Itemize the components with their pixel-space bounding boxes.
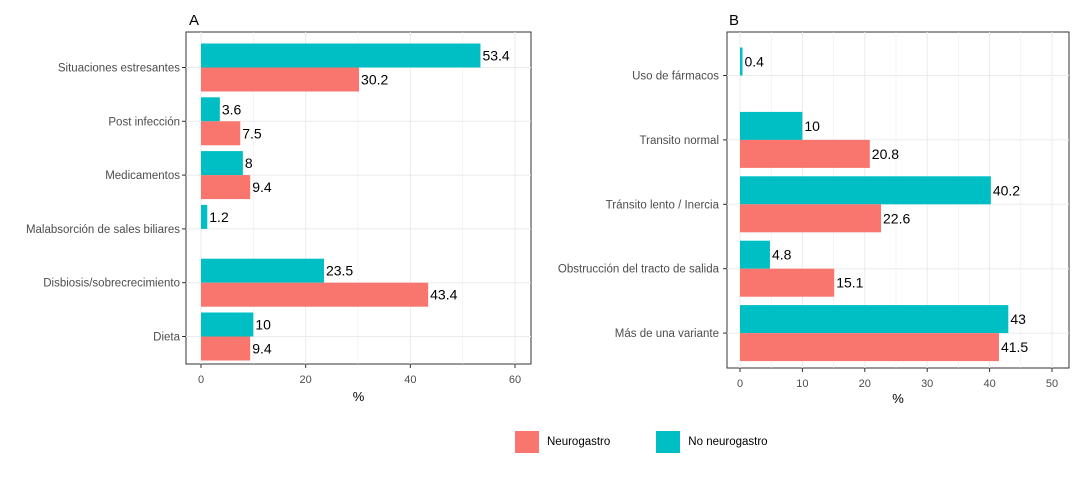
panel-b: 0.4 Uso de fármacos 10 20.8 Transito normal 4… bbox=[558, 12, 1070, 406]
category-label-transito-lento-inercia: Tránsito lento / Inercia bbox=[606, 199, 720, 211]
legend: Neurogastro No neurogastro bbox=[515, 431, 814, 453]
bar-neurogastro-mas-de-una-variante bbox=[740, 333, 999, 362]
category-label-transito-normal: Transito normal bbox=[640, 135, 719, 147]
data-label-neurogastro-transito-normal: 20.8 bbox=[872, 146, 899, 162]
x-tick-label: 40 bbox=[983, 378, 995, 390]
bar-no-neurogastro-situaciones-estresantes bbox=[201, 43, 481, 68]
panel-a: 53.4 30.2 Situaciones estresantes 3.67.5 Pos… bbox=[26, 12, 532, 404]
category-label-disbiosis-sobrecrecimiento: Disbiosis/sobrecrecimiento bbox=[43, 278, 180, 290]
x-tick-label: 20 bbox=[300, 374, 312, 386]
bar-neurogastro-transito-lento-inercia bbox=[740, 204, 882, 233]
bar-neurogastro-post-infeccion bbox=[201, 121, 241, 146]
category-label-situaciones-estresantes: Situaciones estresantes bbox=[58, 63, 180, 75]
category-label-post-infeccion: Post infección bbox=[108, 116, 180, 128]
bar-no-neurogastro-malabsorcion-de-sales-biliares bbox=[201, 204, 208, 229]
bar-no-neurogastro-uso-de-farmacos bbox=[740, 47, 743, 76]
data-label-no-neurogastro-malabsorcion-de-sales-biliares: 1.2 bbox=[209, 209, 229, 225]
x-axis-title: % bbox=[353, 389, 365, 404]
category-label-mas-de-una-variante: Más de una variante bbox=[615, 328, 719, 340]
legend-label-no-neurogastro: No neurogastro bbox=[688, 436, 768, 448]
x-tick-label: 30 bbox=[921, 378, 933, 390]
data-label-no-neurogastro-situaciones-estresantes: 53.4 bbox=[482, 48, 509, 64]
bar-no-neurogastro-transito-lento-inercia bbox=[740, 176, 991, 205]
data-label-neurogastro-dieta: 9.4 bbox=[252, 341, 272, 357]
legend-key-neurogastro bbox=[515, 431, 539, 453]
bar-neurogastro-transito-normal bbox=[740, 139, 870, 168]
data-label-neurogastro-transito-lento-inercia: 22.6 bbox=[883, 210, 910, 226]
bar-no-neurogastro-transito-normal bbox=[740, 111, 803, 140]
x-tick-label: 50 bbox=[1046, 378, 1058, 390]
x-tick-label: 60 bbox=[509, 374, 521, 386]
category-label-malabsorcion-de-sales-biliares: Malabsorción de sales biliares bbox=[26, 224, 180, 236]
bar-neurogastro-obstruccion-del-tracto-de-salida bbox=[740, 268, 835, 297]
x-tick-label: 0 bbox=[198, 374, 204, 386]
legend-item-no-neurogastro: No neurogastro bbox=[656, 431, 768, 453]
data-label-no-neurogastro-disbiosis-sobrecrecimiento: 23.5 bbox=[326, 263, 353, 279]
data-label-neurogastro-mas-de-una-variante: 41.5 bbox=[1001, 339, 1028, 355]
bar-no-neurogastro-mas-de-una-variante bbox=[740, 305, 1009, 334]
x-tick-label: 0 bbox=[737, 378, 743, 390]
legend-label-neurogastro: Neurogastro bbox=[547, 436, 611, 448]
data-label-no-neurogastro-mas-de-una-variante: 43 bbox=[1010, 311, 1026, 327]
data-label-no-neurogastro-dieta: 10 bbox=[255, 317, 271, 333]
bar-neurogastro-situaciones-estresantes bbox=[201, 67, 360, 92]
panel-letter-b: B bbox=[729, 12, 739, 29]
bar-no-neurogastro-medicamentos bbox=[201, 151, 243, 176]
data-label-neurogastro-post-infeccion: 7.5 bbox=[242, 125, 262, 141]
data-label-no-neurogastro-transito-normal: 10 bbox=[804, 118, 820, 134]
x-tick-label: 20 bbox=[859, 378, 871, 390]
data-label-no-neurogastro-uso-de-farmacos: 0.4 bbox=[744, 54, 764, 70]
data-label-neurogastro-obstruccion-del-tracto-de-salida: 15.1 bbox=[836, 275, 863, 291]
bar-neurogastro-disbiosis-sobrecrecimiento bbox=[201, 282, 429, 307]
legend-key-no-neurogastro bbox=[656, 431, 681, 453]
x-axis-title: % bbox=[892, 391, 904, 406]
category-label-uso-de-farmacos: Uso de fármacos bbox=[632, 71, 719, 83]
data-label-no-neurogastro-transito-lento-inercia: 40.2 bbox=[993, 182, 1020, 198]
data-label-no-neurogastro-obstruccion-del-tracto-de-salida: 4.8 bbox=[772, 247, 792, 263]
bar-no-neurogastro-disbiosis-sobrecrecimiento bbox=[201, 258, 324, 283]
bar-no-neurogastro-post-infeccion bbox=[201, 97, 220, 122]
legend-item-neurogastro: Neurogastro bbox=[515, 431, 610, 453]
data-label-neurogastro-medicamentos: 9.4 bbox=[252, 179, 272, 195]
panel-letter-a: A bbox=[189, 12, 199, 29]
category-label-dieta: Dieta bbox=[153, 332, 180, 344]
category-label-obstruccion-del-tracto-de-salida: Obstrucción del tracto de salida bbox=[558, 264, 720, 276]
data-label-neurogastro-situaciones-estresantes: 30.2 bbox=[361, 72, 388, 88]
bar-no-neurogastro-dieta bbox=[201, 312, 254, 337]
bar-neurogastro-dieta bbox=[201, 336, 251, 361]
data-label-no-neurogastro-post-infeccion: 3.6 bbox=[222, 101, 242, 117]
bar-no-neurogastro-obstruccion-del-tracto-de-salida bbox=[740, 240, 770, 269]
x-tick-label: 10 bbox=[796, 378, 808, 390]
data-label-no-neurogastro-medicamentos: 8 bbox=[245, 155, 253, 171]
x-tick-label: 40 bbox=[404, 374, 416, 386]
category-label-medicamentos: Medicamentos bbox=[105, 170, 180, 182]
data-label-neurogastro-disbiosis-sobrecrecimiento: 43.4 bbox=[430, 287, 457, 303]
bar-neurogastro-medicamentos bbox=[201, 175, 251, 200]
